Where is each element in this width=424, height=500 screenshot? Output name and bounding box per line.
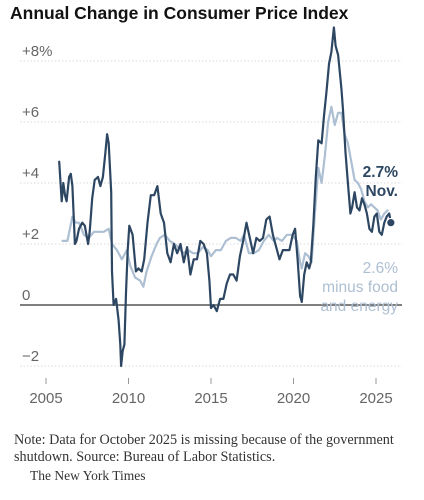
x-tick-label: 2005 — [29, 390, 62, 407]
core-annotation-line: 2.6% — [363, 260, 399, 277]
x-tick-label: 2010 — [112, 390, 145, 407]
x-tick-label: 2025 — [359, 390, 392, 407]
core-annotation-line: minus food — [322, 279, 398, 296]
headline-cpi-line — [58, 26, 392, 368]
cpi-line-chart: 2005 2010 2015 2020 2025 −2 0 +2 +4 +6 +8% 2.7% No… — [20, 26, 402, 407]
y-axis-labels: −2 0 +2 +4 +6 +8% — [22, 43, 52, 365]
y-tick-label: +2 — [22, 226, 39, 243]
annotations: 2.7% Nov. 2.6% minus food and energy — [320, 164, 398, 315]
core-annotation-line: and energy — [320, 298, 398, 315]
headline-annotation-line: 2.7% — [363, 164, 399, 181]
source-credit: The New York Times — [30, 468, 146, 483]
y-tick-label: +8% — [22, 43, 52, 60]
x-tick-label: 2020 — [277, 390, 310, 407]
x-axis-ticks: 2005 2010 2015 2020 2025 — [29, 378, 393, 407]
y-tick-label: +6 — [22, 104, 39, 121]
gridlines — [20, 60, 402, 367]
y-tick-label: −2 — [22, 348, 39, 365]
chart-note: Note: Data for October 2025 is missing b… — [14, 432, 394, 465]
chart-title: Annual Change in Consumer Price Index — [10, 3, 349, 23]
series-lines — [58, 26, 396, 368]
headline-annotation-line: Nov. — [366, 183, 398, 200]
y-tick-label: +4 — [22, 165, 39, 182]
latest-value-dot — [386, 217, 396, 228]
y-tick-label: 0 — [22, 287, 30, 304]
x-tick-label: 2015 — [194, 390, 227, 407]
